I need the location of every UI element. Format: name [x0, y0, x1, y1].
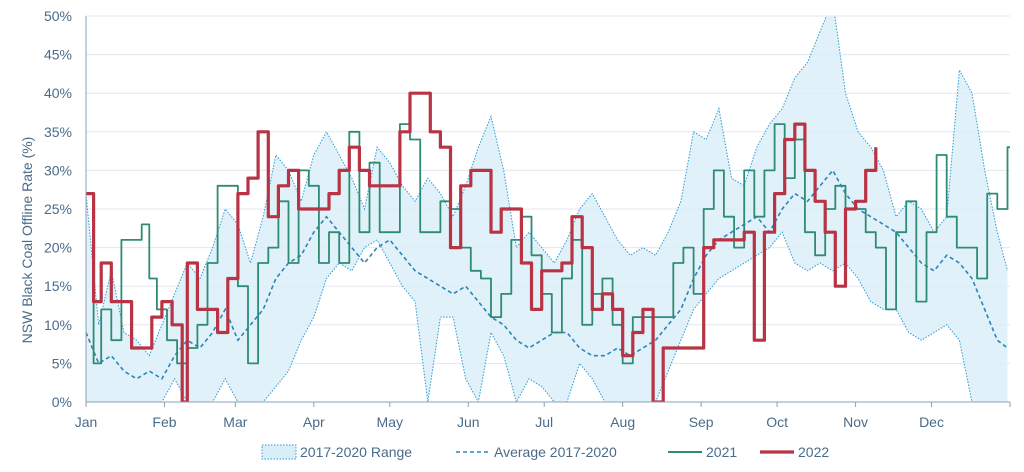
legend-label: 2021	[706, 444, 737, 460]
y-tick-label: 10%	[44, 317, 72, 333]
legend-label: 2022	[798, 444, 829, 460]
legend-item: 2021	[668, 444, 737, 460]
y-axis-title: NSW Black Coal Offline Rate (%)	[19, 137, 35, 344]
x-tick-label: Mar	[223, 414, 247, 430]
y-tick-label: 45%	[44, 47, 72, 63]
x-tick-label: May	[377, 414, 403, 430]
x-tick-label: Aug	[610, 414, 635, 430]
legend-item: Average 2017-2020	[456, 444, 617, 460]
x-tick-label: Sep	[689, 414, 714, 430]
x-tick-label: Jul	[535, 414, 553, 430]
legend-label: 2017-2020 Range	[300, 444, 412, 460]
series-2022-line	[86, 91, 878, 402]
y-tick-label: 30%	[44, 162, 72, 178]
range-upper-line	[86, 16, 1008, 357]
y-tick-label: 5%	[52, 355, 72, 371]
series-group	[86, 16, 1010, 402]
legend-swatch-range	[261, 444, 297, 460]
x-tick-label: Nov	[843, 414, 868, 430]
x-tick-label: Dec	[919, 414, 944, 430]
y-tick-label: 0%	[52, 394, 72, 410]
y-tick-label: 15%	[44, 278, 72, 294]
x-tick-label: Jun	[457, 414, 480, 430]
x-tick-label: Oct	[766, 414, 788, 430]
y-tick-label: 50%	[44, 8, 72, 24]
legend-item: 2022	[760, 444, 829, 460]
y-tick-label: 40%	[44, 85, 72, 101]
y-tick-label: 25%	[44, 201, 72, 217]
legend: 2017-2020 Range Average 2017-2020 2021 2022	[261, 444, 829, 460]
y-tick-label: 20%	[44, 240, 72, 256]
legend-item: 2017-2020 Range	[261, 444, 412, 460]
plot-area	[86, 16, 1010, 402]
y-tick-label: 35%	[44, 124, 72, 140]
legend-label: Average 2017-2020	[494, 444, 617, 460]
x-tick-label: Feb	[152, 414, 176, 430]
x-tick-label: Apr	[303, 414, 325, 430]
x-tick-label: Jan	[75, 414, 98, 430]
axes: 0% 5% 10% 15% 20% 25% 30% 35% 40% 45% 50% Jan Feb Mar…	[44, 8, 1011, 430]
range-band	[86, 16, 1008, 402]
